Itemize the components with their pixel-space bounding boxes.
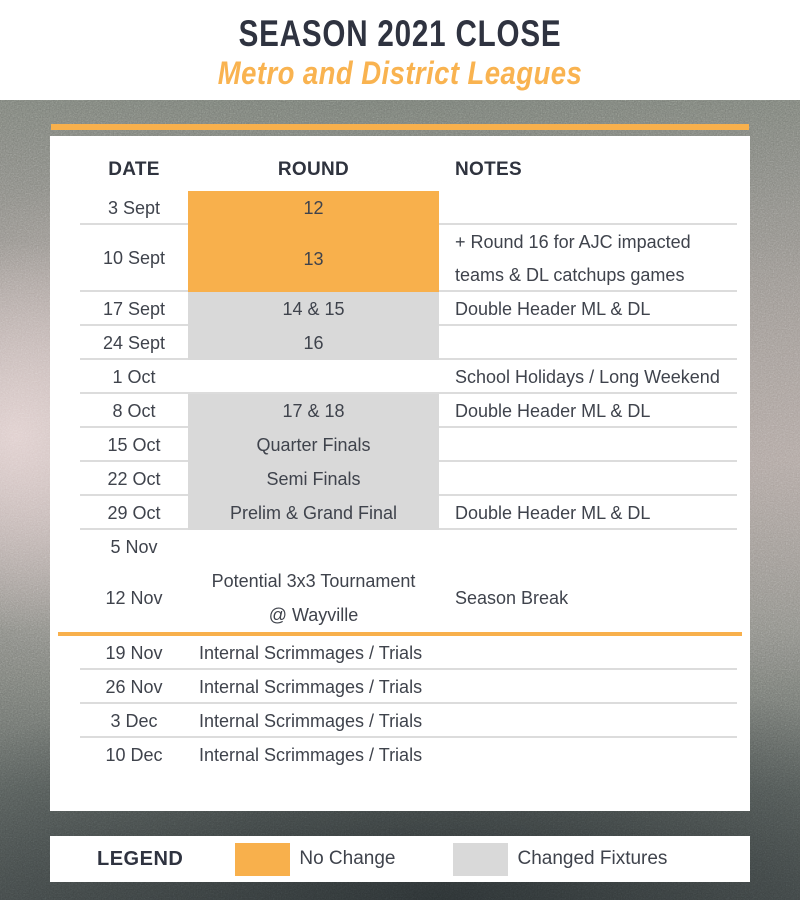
date-cell: 8 Oct xyxy=(112,400,156,421)
notes-cell xyxy=(439,326,737,360)
date-cell: 10 Sept xyxy=(102,248,166,268)
page-subtitle: Metro and District Leagues xyxy=(217,55,583,91)
legend-title: LEGEND xyxy=(97,847,184,870)
activity-cell: Internal Scrimmages / Trials xyxy=(199,642,423,663)
round-cell-plain: Potential 3x3 Tournament @ Wayville xyxy=(211,571,416,625)
notes-cell: Season Break xyxy=(455,587,569,608)
table-row: 5 Nov xyxy=(80,530,737,564)
round-cell-no-change: 13 xyxy=(188,225,439,292)
table-row: 12 Nov Potential 3x3 Tournament @ Wayvil… xyxy=(80,564,737,632)
round-cell-empty xyxy=(188,530,439,564)
table-row: 15 Oct Quarter Finals xyxy=(80,428,737,462)
activity-cell: Internal Scrimmages / Trials xyxy=(199,744,423,765)
notes-cell xyxy=(439,462,737,496)
legend-label-changed-fixtures: Changed Fixtures xyxy=(517,848,668,869)
date-cell: 12 Nov xyxy=(105,587,163,608)
column-header-round: ROUND xyxy=(277,159,350,180)
table-row: 10 Dec Internal Scrimmages / Trials xyxy=(80,738,737,772)
round-cell-changed: 14 & 15 xyxy=(188,292,439,326)
round-cell-changed: Prelim & Grand Final xyxy=(188,496,439,530)
table-row: 3 Sept 12 xyxy=(80,191,737,225)
notes-cell: Double Header ML & DL xyxy=(455,298,651,319)
date-cell: 5 Nov xyxy=(110,536,158,557)
date-cell: 22 Oct xyxy=(107,468,161,489)
table-header-row: DATE ROUND NOTES xyxy=(80,149,737,191)
date-cell: 26 Nov xyxy=(105,676,163,697)
notes-cell xyxy=(439,428,737,462)
date-cell: 1 Oct xyxy=(112,366,156,387)
table-row: 22 Oct Semi Finals xyxy=(80,462,737,496)
legend-swatch-changed-fixtures xyxy=(453,842,509,876)
round-cell-changed: Semi Finals xyxy=(188,462,439,496)
notes-cell: Double Header ML & DL xyxy=(455,400,651,421)
date-cell: 10 Dec xyxy=(105,744,163,765)
column-header-date: DATE xyxy=(108,159,160,180)
round-cell-changed: Quarter Finals xyxy=(188,428,439,462)
table-row: 8 Oct 17 & 18 Double Header ML & DL xyxy=(80,394,737,428)
table-row: 26 Nov Internal Scrimmages / Trials xyxy=(80,670,737,704)
date-cell: 15 Oct xyxy=(107,434,161,455)
notes-cell xyxy=(439,191,737,225)
notes-cell: School Holidays / Long Weekend xyxy=(455,366,720,387)
schedule-rows: 3 Sept 12 10 Sept 13 + Round 16 for AJC … xyxy=(80,191,737,632)
notes-cell: + Round 16 for AJC impacted teams & DL c… xyxy=(455,231,691,285)
date-cell: 29 Oct xyxy=(107,502,161,523)
activity-cell: Internal Scrimmages / Trials xyxy=(199,710,423,731)
round-cell-changed: 17 & 18 xyxy=(188,394,439,428)
page-title: SEASON 2021 CLOSE xyxy=(238,13,562,54)
table-row: 17 Sept 14 & 15 Double Header ML & DL xyxy=(80,292,737,326)
activity-cell: Internal Scrimmages / Trials xyxy=(199,676,423,697)
top-accent-rule xyxy=(51,124,749,130)
table-row: 24 Sept 16 xyxy=(80,326,737,360)
legend-label-no-change: No Change xyxy=(299,848,396,869)
post-break-rows: 19 Nov Internal Scrimmages / Trials 26 N… xyxy=(80,636,737,772)
date-cell: 17 Sept xyxy=(102,298,166,319)
date-cell: 24 Sept xyxy=(102,332,166,353)
column-header-notes: NOTES xyxy=(455,159,522,180)
round-cell-no-change: 12 xyxy=(188,191,439,225)
table-row: 10 Sept 13 + Round 16 for AJC impacted t… xyxy=(80,225,737,292)
round-cell-changed: 16 xyxy=(188,326,439,360)
schedule-card: DATE ROUND NOTES 3 Sept 12 10 Sept 13 + … xyxy=(50,136,750,811)
notes-cell xyxy=(439,530,737,564)
date-cell: 19 Nov xyxy=(105,642,163,663)
table-row: 19 Nov Internal Scrimmages / Trials xyxy=(80,636,737,670)
table-row: 1 Oct School Holidays / Long Weekend xyxy=(80,360,737,394)
date-cell: 3 Dec xyxy=(110,710,158,731)
date-cell: 3 Sept xyxy=(107,197,161,218)
round-cell-empty xyxy=(188,360,439,394)
table-row: 3 Dec Internal Scrimmages / Trials xyxy=(80,704,737,738)
season-break-accent-rule xyxy=(58,632,742,636)
legend-swatch-no-change xyxy=(235,842,291,876)
notes-cell: Double Header ML & DL xyxy=(455,502,651,523)
legend: LEGEND No Change Changed Fixtures xyxy=(50,836,750,882)
table-row: 29 Oct Prelim & Grand Final Double Heade… xyxy=(80,496,737,530)
header: SEASON 2021 CLOSE Metro and District Lea… xyxy=(0,0,800,100)
